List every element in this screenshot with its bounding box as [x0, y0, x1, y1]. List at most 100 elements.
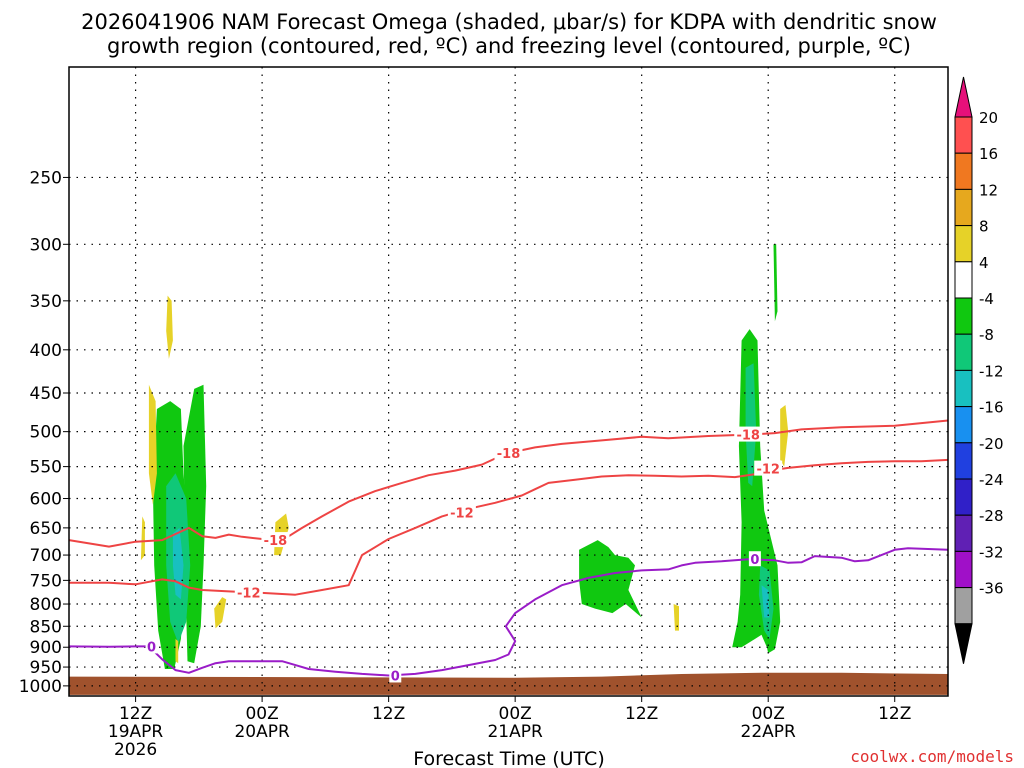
- colorbar-swatch-13: [954, 587, 973, 625]
- colorbar-bottom-arrow: [954, 623, 973, 664]
- colorbar-label-10: -24: [979, 471, 1004, 489]
- y-axis-labels: 2503003504004505005506006507007508008509…: [19, 168, 62, 696]
- cell-cyan-22apr: [761, 585, 770, 618]
- y-tick-label-1000: 1000: [19, 677, 62, 697]
- x-tick-label-5-0: 12Z: [119, 704, 152, 724]
- terrain: [69, 672, 948, 695]
- dgz-minus18-label-2: -18: [736, 429, 760, 444]
- cell-yellow-19apr-1: [148, 384, 157, 505]
- y-tick-label-450: 450: [30, 384, 62, 404]
- watermark: coolwx.com/models: [850, 747, 1014, 766]
- terrain-layer: [69, 672, 948, 695]
- colorbar-swatch-1: [954, 152, 973, 190]
- y-tick-label-800: 800: [30, 595, 62, 615]
- y-tick-label-600: 600: [30, 490, 62, 510]
- gridlines: [63, 67, 948, 702]
- x-tick-label-24-0: 12Z: [372, 704, 405, 724]
- y-tick-label-550: 550: [30, 458, 62, 478]
- colorbar-label-4: 4: [979, 254, 989, 272]
- chart-title-line2: growth region (contoured, red, ºC) and f…: [107, 34, 911, 58]
- dgz-minus12-label-bg-2: [754, 460, 783, 476]
- colorbar-swatch-9: [954, 442, 973, 480]
- y-tick-label-700: 700: [30, 546, 62, 566]
- x-tick-label-62-0: 12Z: [878, 704, 911, 724]
- x-tick-label-52.5-0: 00Z: [752, 704, 785, 724]
- freezing-0c-label-0: 0: [147, 640, 156, 655]
- colorbar-label-6: -8: [979, 326, 994, 344]
- cell-green-19apr-2: [183, 384, 207, 664]
- freezing-0c-label-bg-0: [145, 638, 158, 654]
- colorbar-swatch-10: [954, 478, 973, 516]
- x-axis-title: Forecast Time (UTC): [413, 748, 604, 768]
- colorbar-label-11: -28: [979, 507, 1004, 525]
- colorbar-swatch-0: [954, 116, 973, 154]
- cell-green-21apr: [579, 540, 642, 618]
- colorbar-swatch-5: [954, 297, 973, 335]
- x-tick-label-33.5-1: 21APR: [487, 722, 543, 742]
- colorbar-label-3: 8: [979, 218, 989, 236]
- dgz-minus18-label-1: -18: [497, 447, 521, 462]
- colorbar-label-8: -16: [979, 399, 1004, 417]
- colorbar-swatch-7: [954, 369, 973, 408]
- x-tick-label-33.5-0: 00Z: [499, 704, 532, 724]
- freezing-0c-label-bg-2: [748, 551, 761, 567]
- dgz-minus18-label-bg-0: [261, 532, 290, 548]
- colorbar-swatch-3: [954, 225, 973, 263]
- colorbar-swatch-4: [954, 261, 973, 299]
- x-tick-label-14.5-0: 00Z: [245, 704, 278, 724]
- colorbar-label-1: 16: [979, 145, 998, 163]
- plot-frame: [68, 66, 949, 697]
- y-tick-label-900: 900: [30, 638, 62, 658]
- dgz-minus12-label-0: -12: [237, 586, 261, 601]
- x-tick-label-14.5-1: 20APR: [234, 722, 290, 742]
- colorbar-label-2: 12: [979, 181, 998, 199]
- y-tick-label-650: 650: [30, 519, 62, 539]
- y-tick-label-250: 250: [30, 168, 62, 188]
- colorbar-label-7: -12: [979, 362, 1004, 380]
- contour-lines: -18 -18 -18 -12 -12 -12 0 0 0: [68, 419, 949, 684]
- cell-yellow-20apr-1: [214, 597, 227, 629]
- y-tick-label-850: 850: [30, 617, 62, 637]
- freezing-0c: [68, 547, 949, 677]
- y-tick-label-350: 350: [30, 292, 62, 312]
- dgz-minus18: [68, 419, 949, 548]
- colorbar-swatch-12: [954, 550, 973, 589]
- freezing-0c-label-2: 0: [750, 553, 759, 568]
- colorbar: 20 16 12 8 4 -4 -8 -12 -16 -20 -24 -28 -32 -36: [954, 76, 1004, 664]
- cell-yellow-21apr: [673, 604, 679, 631]
- y-tick-label-950: 950: [30, 658, 62, 678]
- x-tick-label-5-1: 19APR: [108, 722, 164, 742]
- x-tick-label-52.5-1: 22APR: [741, 722, 797, 742]
- dgz-minus18-label-bg-2: [734, 426, 763, 442]
- dgz-minus12: [69, 458, 949, 596]
- cell-yellow-19apr-4: [175, 639, 179, 664]
- colorbar-label-12: -32: [979, 543, 1004, 561]
- dgz-minus12-label-2: -12: [756, 463, 780, 478]
- freezing-0c-label-1: 0: [391, 669, 400, 684]
- colorbar-swatch-6: [954, 333, 973, 371]
- dgz-minus18-label-0: -18: [264, 534, 288, 549]
- cell-green-22apr-top: [773, 244, 778, 322]
- dgz-minus12-label-bg-1: [447, 504, 476, 520]
- colorbar-swatch-2: [954, 188, 973, 227]
- cell-yellow-19apr-3: [140, 516, 145, 561]
- chart-title-line1: 2026041906 NAM Forecast Omega (shaded, μ…: [81, 10, 937, 34]
- colorbar-swatch-11: [954, 514, 973, 552]
- colorbar-label-0: 20: [979, 109, 998, 127]
- dgz-minus12-label-1: -12: [450, 506, 474, 521]
- dgz-minus12-label-bg-0: [234, 584, 263, 600]
- colorbar-label-13: -36: [979, 580, 1004, 598]
- freezing-0c-label-bg-1: [389, 667, 402, 683]
- cell-yellow-19apr-2: [166, 295, 173, 359]
- cell-yellow-22apr: [780, 405, 789, 467]
- colorbar-swatch-8: [954, 406, 973, 444]
- dgz-minus18-label-bg-1: [494, 445, 523, 461]
- x-tick-label-5-2: 2026: [114, 740, 157, 760]
- y-tick-label-750: 750: [30, 571, 62, 591]
- colorbar-top-arrow: [954, 76, 973, 118]
- x-tick-label-43-0: 12Z: [625, 704, 658, 724]
- colorbar-label-5: -4: [979, 290, 994, 308]
- y-tick-label-500: 500: [30, 423, 62, 443]
